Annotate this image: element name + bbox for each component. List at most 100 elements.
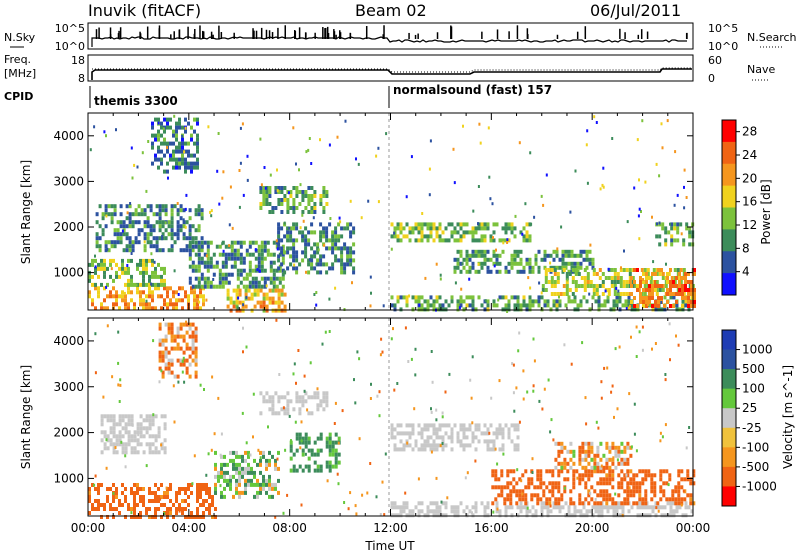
power-cell: [283, 234, 287, 239]
power-cell: [480, 238, 484, 243]
power-cell: [115, 302, 118, 307]
velocity-cell: [328, 330, 331, 333]
velocity-cell: [617, 449, 621, 454]
power-cell: [670, 234, 674, 239]
velocity-cell: [396, 447, 400, 452]
power-cell: [622, 268, 626, 272]
power-cell: [193, 165, 196, 170]
power-cell: [161, 220, 165, 225]
velocity-cell: [136, 442, 140, 447]
velocity-cell: [393, 513, 397, 518]
velocity-cell: [103, 503, 106, 507]
power-cell: [112, 286, 115, 291]
power-cell: [513, 226, 517, 231]
velocity-cell: [429, 447, 433, 452]
velocity-cell: [334, 440, 338, 445]
power-cell: [176, 212, 180, 217]
power-cell: [495, 222, 499, 227]
velocity-cell: [124, 426, 128, 431]
power-cell: [510, 257, 514, 262]
velocity-cell: [578, 493, 582, 498]
velocity-cell: [354, 504, 357, 508]
velocity-cell: [614, 492, 617, 496]
power-cell: [486, 226, 490, 231]
power-cell: [625, 307, 628, 310]
velocity-cell: [533, 493, 537, 498]
velocity-cell: [229, 482, 232, 487]
power-cell: [281, 260, 285, 265]
velocity-cell: [208, 503, 211, 507]
power-cell: [260, 256, 264, 261]
power-cell: [286, 230, 290, 235]
power-cell: [610, 276, 614, 280]
power-cell: [322, 234, 326, 239]
velocity-cell: [471, 431, 475, 436]
velocity-cell: [495, 501, 499, 506]
power-cell: [237, 296, 240, 300]
velocity-cell: [325, 395, 329, 400]
velocity-cell: [277, 399, 281, 404]
power-cell: [571, 292, 575, 296]
power-cell: [631, 284, 635, 288]
power-cell: [459, 295, 463, 300]
power-cell: [139, 298, 142, 303]
velocity-cell: [167, 350, 171, 355]
velocity-cell: [581, 465, 585, 470]
power-cell: [148, 294, 151, 299]
velocity-cell: [169, 487, 172, 491]
velocity-cell: [211, 499, 214, 503]
power-cell: [675, 276, 678, 280]
velocity-cell: [465, 443, 469, 448]
power-cell: [152, 228, 156, 233]
power-cell: [283, 194, 287, 198]
velocity-cell: [417, 431, 421, 436]
velocity-cell: [641, 325, 644, 329]
velocity-cell: [310, 411, 314, 416]
power-cell: [405, 234, 409, 239]
power-cell: [105, 134, 107, 138]
power-cell: [516, 269, 520, 274]
power-cell: [105, 285, 108, 289]
velocity-cell: [160, 414, 164, 419]
power-cell: [549, 261, 552, 265]
power-cell: [221, 242, 224, 246]
velocity-cell: [167, 366, 171, 371]
power-cell: [510, 265, 514, 270]
power-cell: [322, 190, 326, 194]
power-cell: [265, 186, 269, 190]
velocity-cell: [486, 443, 490, 448]
velocity-cell: [599, 465, 603, 470]
velocity-cell: [253, 482, 256, 487]
velocity-cell: [659, 431, 662, 435]
power-cell: [603, 299, 607, 304]
power-cell: [546, 303, 550, 308]
power-cell: [664, 284, 668, 288]
power-cell: [435, 295, 439, 300]
velocity-cell: [491, 469, 495, 474]
velocity-cell: [408, 513, 412, 518]
power-cell: [337, 222, 341, 227]
velocity-cell: [585, 509, 589, 514]
power-cell: [239, 256, 243, 261]
nave-tick-top: 60: [708, 54, 722, 67]
x-tick-label: 00:00: [676, 521, 711, 535]
velocity-cell: [307, 411, 311, 416]
velocity-cell: [635, 449, 638, 453]
velocity-cell: [612, 509, 616, 514]
power-cell: [616, 280, 620, 284]
velocity-cell: [593, 453, 597, 458]
velocity-cell: [375, 495, 378, 499]
power-cell: [253, 292, 257, 297]
velocity-cell: [557, 461, 561, 466]
power-cell: [242, 193, 245, 197]
power-cell: [601, 272, 605, 276]
power-cell: [516, 253, 520, 258]
power-cell: [652, 260, 655, 264]
velocity-cell: [319, 468, 323, 473]
velocity-cell: [596, 481, 600, 486]
velocity-cell: [268, 395, 272, 400]
velocity-cell: [242, 350, 244, 354]
velocity-cell: [611, 473, 615, 478]
velocity-cell: [390, 513, 394, 518]
velocity-cell: [307, 395, 311, 400]
